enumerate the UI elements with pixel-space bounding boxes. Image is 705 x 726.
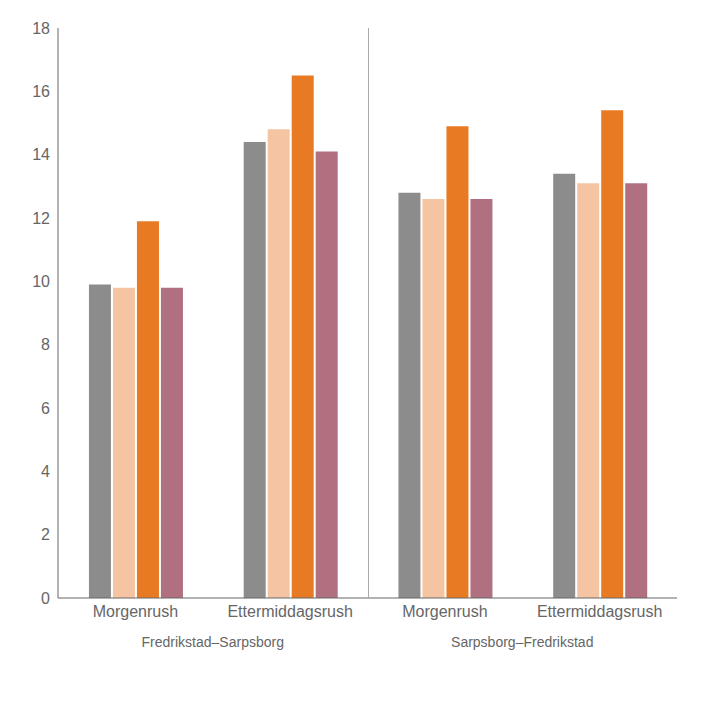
svg-text:Ettermiddagsrush: Ettermiddagsrush <box>537 603 662 620</box>
svg-text:8: 8 <box>41 336 50 353</box>
svg-text:16: 16 <box>32 83 50 100</box>
svg-text:18: 18 <box>32 20 50 37</box>
svg-text:14: 14 <box>32 146 50 163</box>
svg-text:0: 0 <box>41 590 50 607</box>
svg-text:6: 6 <box>41 400 50 417</box>
svg-text:4: 4 <box>41 463 50 480</box>
svg-text:Morgenrush: Morgenrush <box>402 603 487 620</box>
svg-text:Morgenrush: Morgenrush <box>93 603 178 620</box>
svg-text:Ettermiddagsrush: Ettermiddagsrush <box>227 603 352 620</box>
svg-text:12: 12 <box>32 210 50 227</box>
html-text:Sarpsborg–Fredrikstad: Sarpsborg–Fredrikstad <box>451 634 594 650</box>
svg-text:2: 2 <box>41 526 50 543</box>
svg-text:10: 10 <box>32 273 50 290</box>
html-text:Fredrikstad–Sarpsborg: Fredrikstad–Sarpsborg <box>141 634 284 650</box>
